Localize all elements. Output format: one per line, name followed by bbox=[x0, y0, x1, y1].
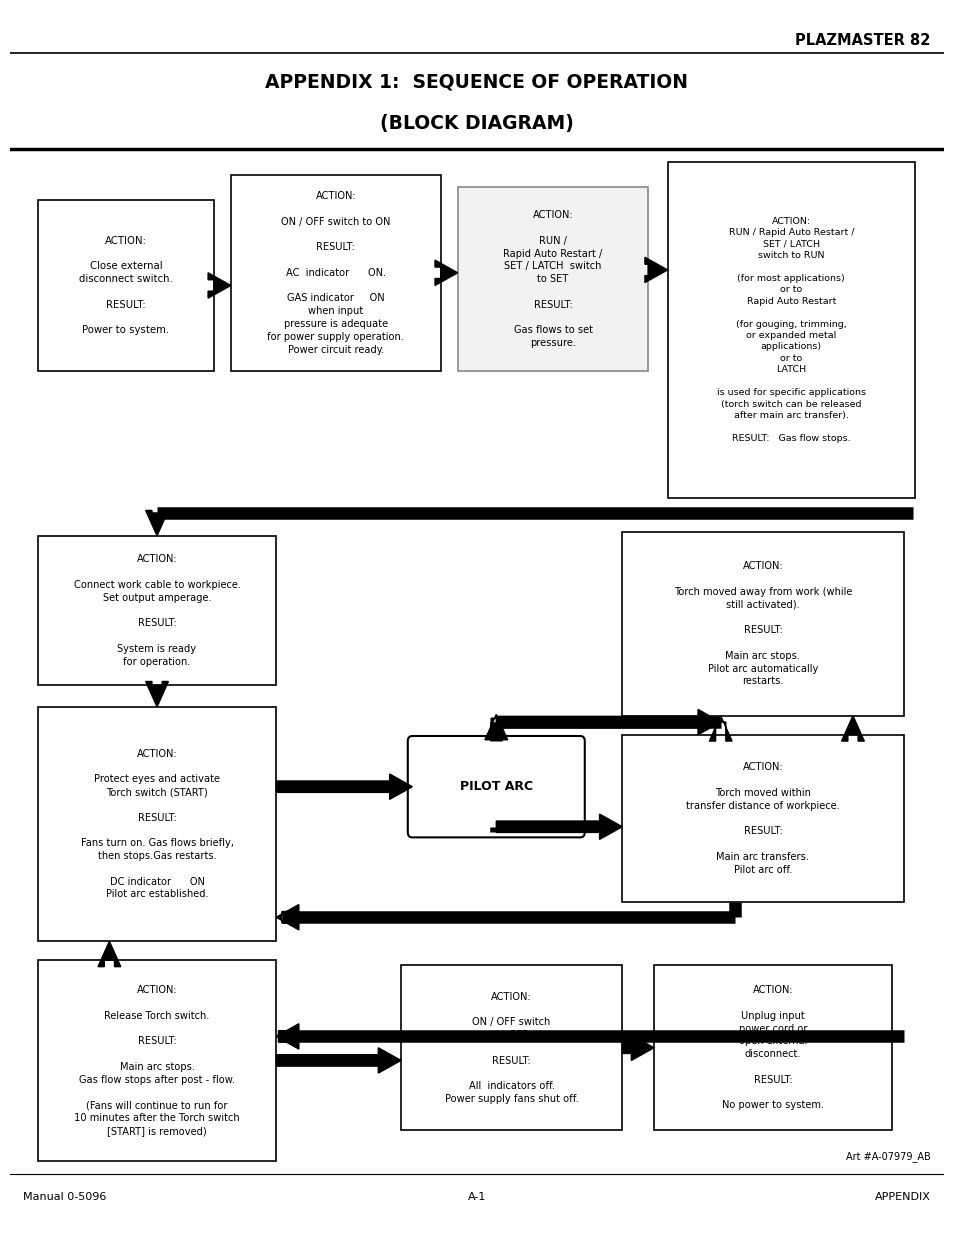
Text: ACTION:

RUN /
Rapid Auto Restart /
SET / LATCH  switch
to SET

RESULT:

Gas flo: ACTION: RUN / Rapid Auto Restart / SET /… bbox=[503, 210, 602, 348]
Text: APPENDIX: APPENDIX bbox=[874, 1192, 930, 1203]
Bar bbox=[457, 188, 648, 370]
Bar bbox=[38, 200, 213, 370]
Text: A-1: A-1 bbox=[467, 1192, 486, 1203]
Text: PLAZMASTER 82: PLAZMASTER 82 bbox=[795, 33, 930, 48]
Polygon shape bbox=[275, 1047, 400, 1073]
Bar bbox=[667, 162, 914, 498]
Text: ACTION:

ON / OFF switch
to OFF

RESULT:

All  indicators off.
Power supply fans: ACTION: ON / OFF switch to OFF RESULT: A… bbox=[444, 992, 578, 1104]
Bar bbox=[231, 174, 440, 370]
Text: ACTION:

Connect work cable to workpiece.
Set output amperage.

RESULT:

System : ACTION: Connect work cable to workpiece.… bbox=[73, 555, 240, 667]
Text: ACTION:
RUN / Rapid Auto Restart /
SET / LATCH
switch to RUN

(for most applicat: ACTION: RUN / Rapid Auto Restart / SET /… bbox=[716, 216, 865, 443]
Text: (BLOCK DIAGRAM): (BLOCK DIAGRAM) bbox=[379, 115, 574, 133]
Polygon shape bbox=[484, 715, 507, 740]
Text: ACTION:

Torch moved within
transfer distance of workpiece.

RESULT:

Main arc t: ACTION: Torch moved within transfer dist… bbox=[685, 762, 839, 874]
Polygon shape bbox=[146, 682, 169, 706]
Text: Art #A-07979_AB: Art #A-07979_AB bbox=[845, 1151, 930, 1162]
Polygon shape bbox=[709, 716, 731, 741]
Polygon shape bbox=[644, 257, 667, 283]
Polygon shape bbox=[496, 814, 621, 840]
Bar bbox=[621, 735, 902, 902]
Polygon shape bbox=[208, 273, 231, 298]
Text: PILOT ARC: PILOT ARC bbox=[459, 781, 533, 793]
Bar bbox=[38, 706, 275, 941]
Polygon shape bbox=[275, 1024, 298, 1049]
Text: ACTION:

Close external
disconnect switch.

RESULT:

Power to system.: ACTION: Close external disconnect switch… bbox=[79, 236, 172, 335]
Polygon shape bbox=[146, 510, 169, 536]
Polygon shape bbox=[496, 709, 720, 735]
Bar bbox=[621, 532, 902, 716]
Polygon shape bbox=[275, 774, 412, 799]
Bar bbox=[38, 536, 275, 685]
Text: ACTION:

Protect eyes and activate
Torch switch (START)

RESULT:

Fans turn on. : ACTION: Protect eyes and activate Torch … bbox=[80, 748, 233, 899]
FancyBboxPatch shape bbox=[407, 736, 584, 837]
Text: ACTION:

Unplug input
power cord or
open external
disconnect.

RESULT:

No power: ACTION: Unplug input power cord or open … bbox=[721, 986, 823, 1110]
Polygon shape bbox=[435, 261, 457, 285]
Polygon shape bbox=[621, 1035, 654, 1061]
Bar bbox=[38, 961, 275, 1161]
Text: APPENDIX 1:  SEQUENCE OF OPERATION: APPENDIX 1: SEQUENCE OF OPERATION bbox=[265, 73, 688, 91]
Bar bbox=[654, 966, 891, 1130]
Bar bbox=[400, 966, 621, 1130]
Polygon shape bbox=[841, 716, 863, 741]
Polygon shape bbox=[275, 904, 298, 930]
Polygon shape bbox=[98, 941, 121, 967]
Text: ACTION:

Torch moved away from work (while
still activated).

RESULT:

Main arc : ACTION: Torch moved away from work (whil… bbox=[673, 561, 851, 687]
Text: ACTION:

Release Torch switch.

RESULT:

Main arc stops.
Gas flow stops after po: ACTION: Release Torch switch. RESULT: Ma… bbox=[74, 986, 239, 1136]
Text: ACTION:

ON / OFF switch to ON

RESULT:

AC  indicator      ON.

GAS indicator  : ACTION: ON / OFF switch to ON RESULT: AC… bbox=[267, 191, 404, 354]
Text: Manual 0-5096: Manual 0-5096 bbox=[23, 1192, 107, 1203]
